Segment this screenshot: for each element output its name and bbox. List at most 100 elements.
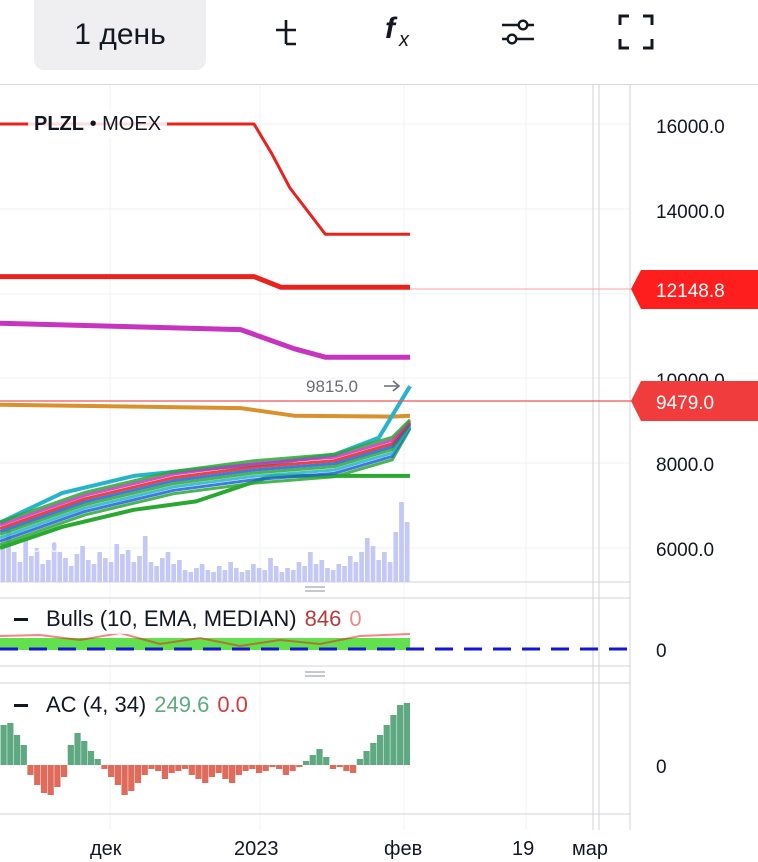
indicators-fx-icon[interactable]: f x — [370, 10, 430, 54]
volume-bar — [182, 570, 188, 582]
ac-bar — [262, 765, 269, 771]
ac-bar — [188, 765, 195, 775]
ac-bar — [128, 765, 135, 791]
ac-bar — [343, 765, 350, 771]
ac-bar — [161, 765, 169, 779]
exchange-name: MOEX — [102, 113, 162, 135]
volume-bar — [216, 566, 222, 582]
price-badge-12148: 12148.8 — [631, 270, 758, 309]
volume-bar — [40, 564, 46, 582]
symbol-separator: • — [89, 113, 97, 135]
trend-line — [0, 421, 412, 530]
volume-bar — [57, 552, 63, 582]
time-axis-label: 2023 — [234, 838, 279, 860]
time-axis[interactable]: дек 2023 фев 19 мар — [90, 838, 608, 860]
indicator-line — [0, 122, 410, 236]
ac-bar — [363, 751, 370, 765]
volume-bar — [342, 566, 347, 582]
volume-bar — [51, 542, 57, 582]
price-arrow-annotation: 9815.0 — [306, 377, 401, 396]
ac-bar — [195, 765, 202, 779]
svg-text:f: f — [385, 12, 398, 45]
symbol-legend[interactable]: PLZL • MOEX — [28, 111, 168, 138]
volume-bar — [28, 556, 34, 582]
collapse-icon[interactable] — [14, 703, 28, 707]
ac-value-2: 0.0 — [217, 692, 248, 717]
ac-bar — [94, 759, 101, 765]
volume-bar — [114, 544, 120, 582]
ac-bar — [222, 765, 229, 779]
trend-line — [0, 422, 412, 533]
settings-sliders-icon[interactable] — [488, 10, 548, 54]
time-axis-label: 19 — [512, 838, 534, 860]
collapse-icon[interactable] — [14, 617, 28, 621]
trend-line — [0, 419, 412, 527]
ac-bar — [208, 765, 216, 777]
ac-bar — [181, 765, 189, 769]
ac-bar — [289, 765, 296, 771]
volume-bar — [319, 560, 325, 582]
trend-line — [0, 428, 412, 547]
ac-bar — [323, 757, 330, 765]
ac-bar — [269, 765, 276, 767]
ac-bar — [87, 751, 95, 765]
volume-bar — [0, 544, 6, 582]
bulls-value-1: 846 — [304, 606, 342, 631]
ac-bar — [397, 705, 404, 765]
volume-bar — [273, 566, 279, 582]
volume-bar — [125, 550, 131, 582]
volume-bar — [308, 552, 313, 582]
ac-bar — [309, 755, 316, 765]
volume-bar — [330, 570, 336, 582]
indicator-line — [0, 274, 411, 290]
volume-bar — [262, 570, 268, 582]
price-axis[interactable]: 16000.0 14000.0 10000.0 8000.0 6000.0 — [656, 117, 725, 561]
ac-bar — [134, 765, 142, 783]
price-axis-label: 14000.0 — [656, 202, 725, 223]
fullscreen-icon[interactable] — [606, 10, 666, 54]
volume-bar — [285, 568, 290, 582]
ac-bar — [336, 765, 343, 767]
price-badge-text: 12148.8 — [656, 281, 725, 302]
pane-resize-handle[interactable] — [305, 586, 325, 677]
ac-legend[interactable]: AC (4, 34) 249.6 0.0 — [4, 690, 254, 720]
ac-bar — [47, 765, 54, 795]
trend-line — [0, 425, 412, 540]
ac-bar — [282, 765, 290, 775]
ac-bar — [249, 765, 256, 769]
ac-bar — [74, 733, 81, 765]
chart-canvas[interactable]: 9815.0 6000.0 16000.0 14000.0 10000.0 80… — [0, 85, 758, 862]
volume-bar — [245, 570, 251, 582]
bulls-legend[interactable]: Bulls (10, EMA, MEDIAN) 846 0 — [4, 604, 368, 634]
volume-bar — [17, 562, 23, 582]
volume-bar — [194, 568, 199, 582]
volume-bar — [222, 570, 228, 582]
compare-icon[interactable] — [256, 10, 316, 54]
ac-bar — [276, 765, 283, 769]
timeframe-button[interactable]: 1 день — [34, 0, 206, 70]
volume-bar — [11, 552, 17, 582]
ac-bar — [168, 765, 175, 773]
timeframe-label: 1 день — [74, 18, 166, 51]
ac-bar — [13, 735, 21, 765]
bulls-axis-zero: 0 — [656, 641, 667, 662]
volume-bar — [103, 558, 108, 582]
trend-line — [0, 423, 412, 536]
volume-bar — [46, 560, 51, 582]
volume-bar — [302, 566, 307, 582]
ac-bar — [376, 735, 384, 765]
ac-bar — [390, 715, 397, 765]
volume-bar — [256, 568, 262, 582]
ac-bar — [356, 759, 363, 765]
ac-bar — [0, 725, 7, 765]
volume-bar — [154, 566, 159, 582]
volume-bar — [382, 552, 387, 582]
ac-bar — [255, 765, 263, 773]
volume-bar — [290, 570, 296, 582]
price-badge-text: 9479.0 — [656, 393, 714, 414]
volume-bar — [120, 554, 125, 582]
volume-bar — [97, 552, 102, 582]
ac-bar — [101, 765, 108, 769]
volume-bar — [74, 554, 80, 582]
time-axis-label: мар — [572, 838, 608, 860]
